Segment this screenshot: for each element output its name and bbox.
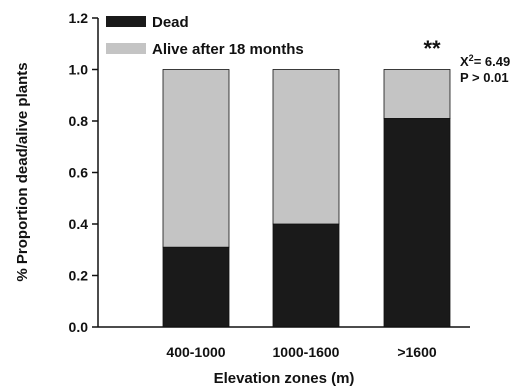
- y-tick-label: 1.0: [69, 62, 89, 78]
- y-tick-label: 0.2: [69, 268, 89, 284]
- x-tick-label: 400-1000: [166, 344, 225, 360]
- chi-symbol: X: [460, 54, 469, 69]
- bar-alive: [272, 69, 340, 225]
- bar-dead: [162, 246, 230, 328]
- bars: [162, 69, 451, 328]
- legend: Dead Alive after 18 months: [106, 14, 304, 58]
- y-tick-label: 0.8: [69, 113, 89, 129]
- x-tick-label: 1000-1600: [273, 344, 340, 360]
- x-axis-title: Elevation zones (m): [214, 370, 355, 387]
- bar-alive: [162, 69, 230, 248]
- x-tick-label: >1600: [397, 344, 437, 360]
- chi-superscript: 2: [469, 53, 474, 63]
- legend-label-dead: Dead: [152, 14, 189, 31]
- y-tick-label: 0.0: [69, 319, 89, 335]
- y-tick-label: 0.6: [69, 165, 89, 181]
- chi-square-annotation: X2= 6.49: [460, 53, 510, 69]
- bar-dead: [383, 118, 451, 328]
- p-value-annotation: P > 0.01: [460, 70, 509, 85]
- legend-label-alive: Alive after 18 months: [152, 41, 304, 58]
- chi-value: = 6.49: [474, 54, 511, 69]
- legend-swatch-dead: [106, 16, 146, 27]
- significance-stars: **: [423, 36, 441, 61]
- x-axis-ticks: 400-1000 1000-1600 >1600: [166, 344, 436, 360]
- bar-alive: [383, 69, 451, 119]
- y-tick-label: 0.4: [69, 216, 89, 232]
- y-tick-label: 1.2: [69, 10, 89, 26]
- y-axis-title: % Proportion dead/alive plants: [14, 62, 31, 281]
- bar-dead: [272, 223, 340, 328]
- legend-swatch-alive: [106, 43, 146, 54]
- y-axis-ticks: 0.0 0.2 0.4 0.6 0.8 1.0 1.2: [69, 10, 98, 335]
